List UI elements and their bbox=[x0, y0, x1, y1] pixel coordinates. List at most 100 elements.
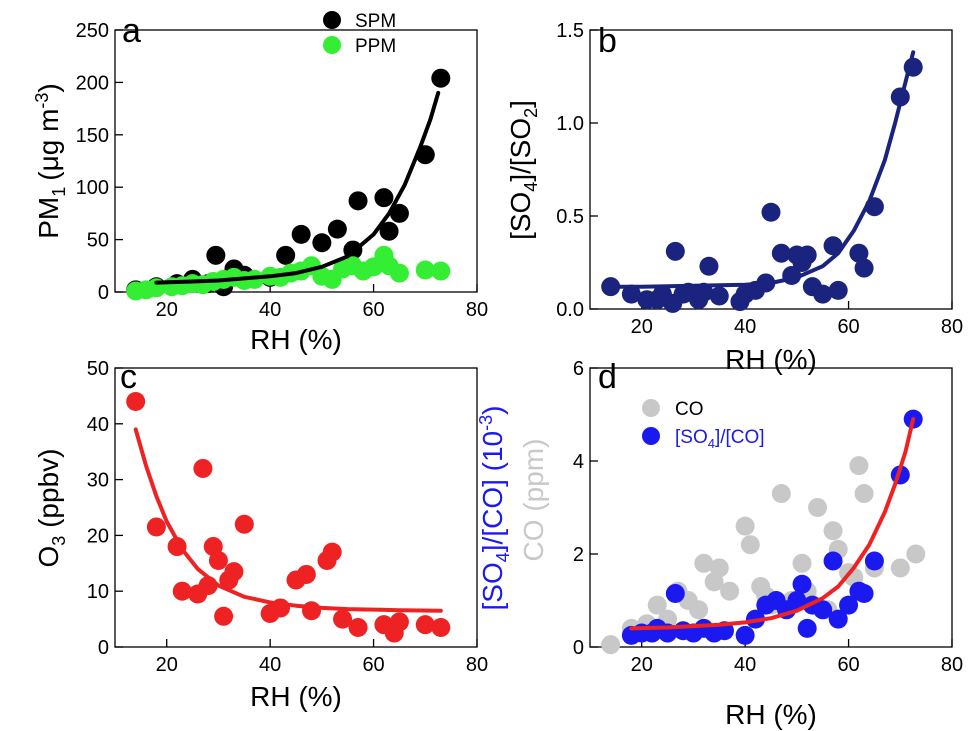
panel-b-xtick-label: 40 bbox=[734, 316, 756, 338]
panel-d-series-0-point bbox=[823, 521, 843, 541]
panel-c-series-0-point bbox=[208, 551, 228, 571]
panel-a-ylabel-unit: (μg m bbox=[33, 109, 64, 181]
panel-b-xtick-label: 60 bbox=[837, 316, 859, 338]
panel-d-series-1-point bbox=[823, 551, 843, 571]
panel-d-series-0-point bbox=[771, 484, 791, 504]
panel-d-ytick-label: 2 bbox=[573, 544, 584, 566]
panel-d-series-0-point bbox=[647, 595, 667, 615]
panel-d-series-0-point bbox=[854, 484, 874, 504]
panel-a-series-0-point bbox=[276, 245, 296, 265]
panel-a-series-0-point bbox=[431, 68, 451, 88]
panel-a-xlabel: RH (%) bbox=[250, 324, 342, 355]
panel-a-ylabel-unit-end: ) bbox=[33, 83, 64, 92]
panel-a-legend: SPM PPM bbox=[323, 11, 396, 57]
panel-d-fit-curve bbox=[629, 417, 916, 631]
panel-c-ylabel: O3 (ppbv) bbox=[33, 449, 69, 568]
panel-c-ytick-label: 50 bbox=[87, 358, 109, 380]
panel-a-fit-curve bbox=[154, 90, 441, 285]
panel-c-ylabel-sub: 3 bbox=[49, 536, 69, 546]
panel-c-series-0-point bbox=[214, 606, 234, 626]
panel-b-ylabel: [SO4]/[SO2] bbox=[505, 100, 541, 240]
legend-marker-co bbox=[642, 399, 660, 417]
panel-d-series-0-point bbox=[720, 581, 740, 601]
panel-d-series-0-point bbox=[694, 553, 714, 573]
panel-a-xtick-label: 40 bbox=[259, 299, 281, 321]
legend-label-so4-co: [SO4]/[CO] bbox=[675, 427, 765, 451]
panel-d-series-0-point bbox=[735, 516, 755, 536]
panel-d-ylabel-so4-sub: 4 bbox=[493, 552, 513, 562]
panel-a-series-0-point bbox=[291, 224, 311, 244]
panel-c-series-0-point bbox=[172, 581, 192, 601]
panel-c-ytick-label: 10 bbox=[87, 581, 109, 603]
panel-b-marks: 20 40 60 80 0.0 0.5 1.0 1.5 bbox=[556, 20, 963, 338]
panel-b-xlabel: RH (%) bbox=[725, 344, 817, 375]
panel-a-ylabel-sub: 1 bbox=[49, 187, 69, 197]
panel-a-series-0-point bbox=[389, 203, 409, 223]
panel-c-ytick-label: 20 bbox=[87, 525, 109, 547]
panel-d-series-1-point bbox=[839, 595, 859, 615]
panel-d-ytick-label: 0 bbox=[573, 637, 584, 659]
panel-c-ytick-label: 30 bbox=[87, 470, 109, 492]
panel-a-ylabel-unit-sup: -3 bbox=[32, 93, 52, 109]
legend-marker-spm bbox=[323, 11, 341, 29]
panel-d-ylabel-so4-base: [SO bbox=[477, 562, 508, 610]
panel-d-series-0-point bbox=[849, 456, 869, 476]
panel-b-fit-curve bbox=[608, 50, 916, 289]
panel-d-letter: d bbox=[598, 358, 617, 396]
panel-d-ylabel-so4-co: [SO4]/[CO] (10-3) bbox=[476, 406, 513, 611]
panel-a-series-0-point bbox=[379, 221, 399, 241]
legend-label-spm: SPM bbox=[355, 11, 396, 32]
panel-b-ylabel-sub: 4 bbox=[521, 182, 541, 192]
panel-a-ylabel-base: PM bbox=[33, 197, 64, 239]
legend-label-co: CO bbox=[675, 399, 704, 420]
panel-a-ytick-label: 250 bbox=[76, 20, 109, 42]
panel-c-xlabel: RH (%) bbox=[250, 681, 342, 712]
panel-a-series-1-point bbox=[415, 260, 435, 280]
panel-d-series-0-point bbox=[808, 498, 828, 517]
panel-d-series-0-point bbox=[689, 600, 709, 620]
panel-b-series-0-point bbox=[849, 243, 869, 263]
panel-c-series-0-point bbox=[302, 601, 322, 621]
panel-c-ytick-label: 0 bbox=[98, 637, 109, 659]
panel-a-series-0-point bbox=[327, 219, 347, 239]
panel-d-xlabel: RH (%) bbox=[725, 699, 817, 730]
panel-c-xtick-label: 20 bbox=[156, 654, 178, 676]
panel-d-ytick-label: 6 bbox=[573, 358, 584, 380]
panel-b-ylabel-mid: ]/[SO bbox=[505, 118, 536, 182]
panel-c-fit-curve bbox=[133, 427, 443, 613]
panel-d-series-0-point bbox=[740, 535, 760, 555]
panel-b-ylabel-end: ] bbox=[505, 100, 536, 108]
legend-label-so4-co-end: ]/[CO] bbox=[715, 427, 765, 448]
panel-d-ylabel-so4-end: ) bbox=[477, 406, 508, 415]
panel-a-series-0-point bbox=[374, 188, 394, 208]
panel-c-series-0-point bbox=[431, 617, 451, 637]
panel-b-series-0-point bbox=[699, 256, 719, 276]
panel-d-series-0-point bbox=[709, 558, 729, 578]
panel-c-ytick-label: 40 bbox=[87, 414, 109, 436]
panel-c-series-0-point bbox=[224, 562, 244, 582]
panel-c-series-0-point bbox=[296, 564, 316, 584]
panel-b-xtick-label: 80 bbox=[941, 316, 963, 338]
panel-c-letter: c bbox=[120, 358, 137, 396]
legend-marker-ppm bbox=[323, 36, 341, 54]
panel-c-series-0-point bbox=[415, 615, 435, 635]
panel-d-legend: CO [SO4]/[CO] bbox=[642, 399, 765, 451]
panel-b-series-0-point bbox=[828, 280, 848, 300]
panel-a-frame bbox=[114, 29, 478, 293]
panel-d-series-1-point bbox=[828, 609, 848, 629]
panel-d-xtick-label: 40 bbox=[734, 654, 756, 676]
panel-d-frame bbox=[589, 367, 953, 648]
panel-b-ytick-label: 0.0 bbox=[556, 299, 584, 321]
panel-c-series-0-point bbox=[389, 612, 409, 632]
panel-c-xtick-label: 60 bbox=[362, 654, 384, 676]
panel-c-marks: 20 40 60 80 0 10 20 30 40 50 bbox=[87, 358, 488, 676]
panel-c-series-0-point bbox=[234, 514, 254, 534]
panel-a-series-1-point bbox=[431, 261, 451, 281]
panel-d-series-1-point bbox=[854, 584, 874, 604]
panel-b: 20 40 60 800.00.51.01.5 b RH (%) [SO4]/[SO2… bbox=[505, 20, 963, 375]
panel-b-series-0-point bbox=[771, 243, 791, 263]
panel-a-ytick-label: 50 bbox=[87, 230, 109, 252]
panel-b-series-0-point bbox=[761, 202, 781, 222]
